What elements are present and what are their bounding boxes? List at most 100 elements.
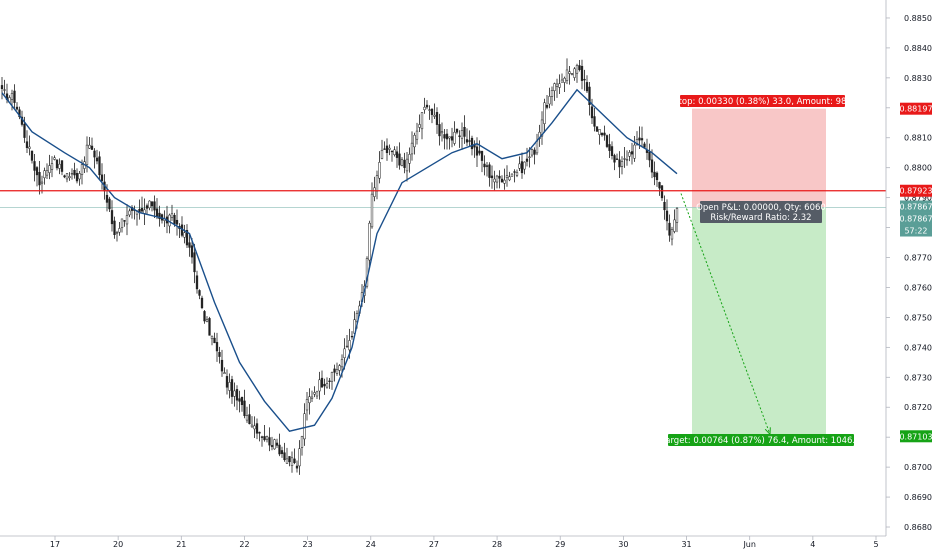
price-axis[interactable]: 0.885000.884000.883000.882000.881000.880…: [885, 0, 932, 550]
candle-body: [598, 129, 601, 135]
candle-body: [305, 399, 309, 411]
candle-body: [58, 163, 61, 169]
candle-body: [260, 436, 264, 438]
entry-price-badge-bg: [900, 200, 932, 213]
candle-body: [125, 215, 129, 225]
candle-body: [498, 175, 501, 179]
candle-body: [70, 173, 74, 175]
candle-body: [208, 318, 211, 336]
target-price-badge: 0.87103: [899, 432, 932, 441]
candle-body: [33, 161, 36, 171]
candle-body: [458, 135, 461, 137]
time-axis[interactable]: 17 20 21 22 23 24 27 28 29 30 31 Jun 4 5: [0, 535, 886, 550]
time-tick-label: 5: [873, 540, 878, 549]
candle-body: [513, 171, 516, 173]
candle-body: [433, 114, 436, 117]
candle-body: [623, 158, 626, 160]
candle-body: [318, 379, 321, 392]
target-price-badge-bg: [900, 430, 932, 443]
countdown-badge: 57:22: [904, 227, 927, 236]
time-tick-label: 22: [239, 540, 249, 549]
candle-body: [140, 207, 144, 212]
candle-body: [268, 437, 271, 446]
candle-body: [170, 213, 174, 218]
candle-body: [393, 149, 396, 156]
candle-body: [283, 452, 286, 461]
candle-body: [263, 436, 266, 441]
candle-body: [323, 383, 326, 387]
candle-body: [230, 379, 234, 397]
candle-body: [378, 162, 381, 179]
candle-body: [280, 450, 284, 454]
candle-body: [238, 398, 241, 402]
candle-body: [480, 151, 484, 161]
candle-body: [193, 252, 196, 273]
current-price-badge-bg: [900, 212, 932, 225]
time-tick-label: 28: [492, 540, 502, 549]
target-zone: [692, 207, 826, 437]
candle-body: [285, 458, 289, 464]
candle-body: [568, 71, 571, 74]
candle-body: [45, 170, 49, 176]
projection-line: [680, 193, 771, 435]
candle-body: [648, 151, 651, 161]
candle-body: [50, 163, 54, 170]
candle-body: [643, 143, 646, 148]
candle-body: [35, 167, 39, 176]
candle-body: [115, 232, 119, 234]
candle-body: [410, 142, 414, 155]
candle-body: [618, 159, 621, 168]
candle-body: [93, 150, 96, 158]
candle-body: [440, 131, 444, 134]
candle-body: [610, 146, 614, 156]
candle-body: [63, 175, 66, 178]
time-tick-label: 23: [303, 540, 313, 549]
candle-body: [488, 164, 491, 178]
candle-body: [288, 456, 291, 463]
candle-body: [390, 150, 394, 153]
candle-body: [273, 439, 276, 450]
candle-body: [590, 106, 594, 119]
candle-body: [210, 335, 214, 340]
candle-body: [388, 147, 391, 150]
candle-body: [215, 342, 219, 352]
candle-body: [533, 149, 536, 155]
candle-body: [485, 165, 489, 167]
candle-body: [603, 132, 606, 136]
candle-body: [350, 335, 354, 338]
candle-body: [555, 83, 559, 87]
candle-body: [503, 179, 506, 184]
candle-body: [613, 155, 616, 163]
candle-body: [120, 218, 124, 228]
candle-body: [60, 160, 64, 172]
candle-body: [508, 176, 511, 181]
candle-body: [225, 376, 229, 388]
candle-body: [460, 130, 464, 139]
candle-body: [258, 431, 261, 434]
candle-body: [38, 172, 41, 186]
candle-body: [185, 230, 189, 246]
time-tick-label: 31: [681, 540, 691, 549]
candle-body: [338, 365, 341, 371]
candle-body: [330, 372, 334, 382]
candles: [0, 58, 679, 475]
candle-body: [153, 201, 156, 211]
candle-body: [518, 163, 521, 169]
candle-body: [75, 173, 79, 182]
stop-price-badge: 0.88197: [899, 105, 932, 114]
candle-body: [308, 396, 311, 404]
candle-body: [80, 164, 84, 175]
candle-body: [40, 181, 44, 184]
price-axis-bg: [886, 0, 932, 550]
candle-body: [198, 290, 201, 296]
candle-body: [428, 109, 431, 111]
candle-body: [118, 228, 121, 233]
candle-body: [573, 68, 576, 78]
candle-body: [588, 86, 591, 106]
